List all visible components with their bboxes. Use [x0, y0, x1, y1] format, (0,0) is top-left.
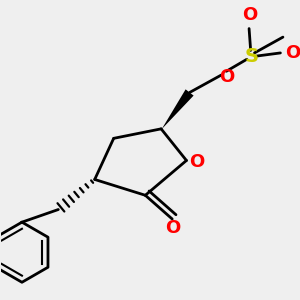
Text: O: O	[242, 6, 257, 24]
Text: O: O	[219, 68, 235, 86]
Polygon shape	[162, 89, 194, 129]
Text: O: O	[285, 44, 300, 62]
Text: O: O	[189, 153, 204, 171]
Text: S: S	[244, 46, 258, 66]
Text: O: O	[166, 219, 181, 237]
